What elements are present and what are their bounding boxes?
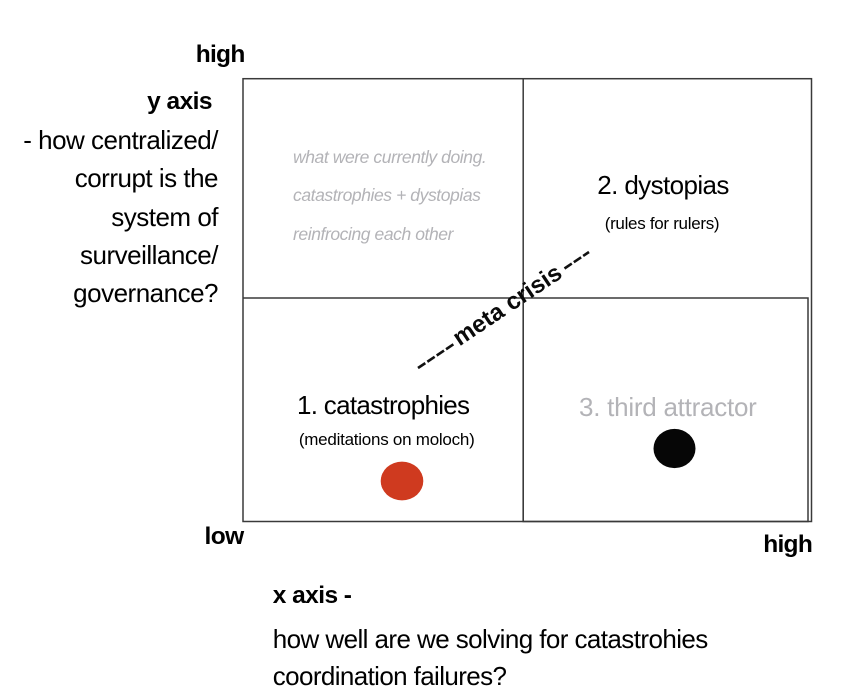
svg-text:meta crisis: meta crisis [448,259,567,351]
